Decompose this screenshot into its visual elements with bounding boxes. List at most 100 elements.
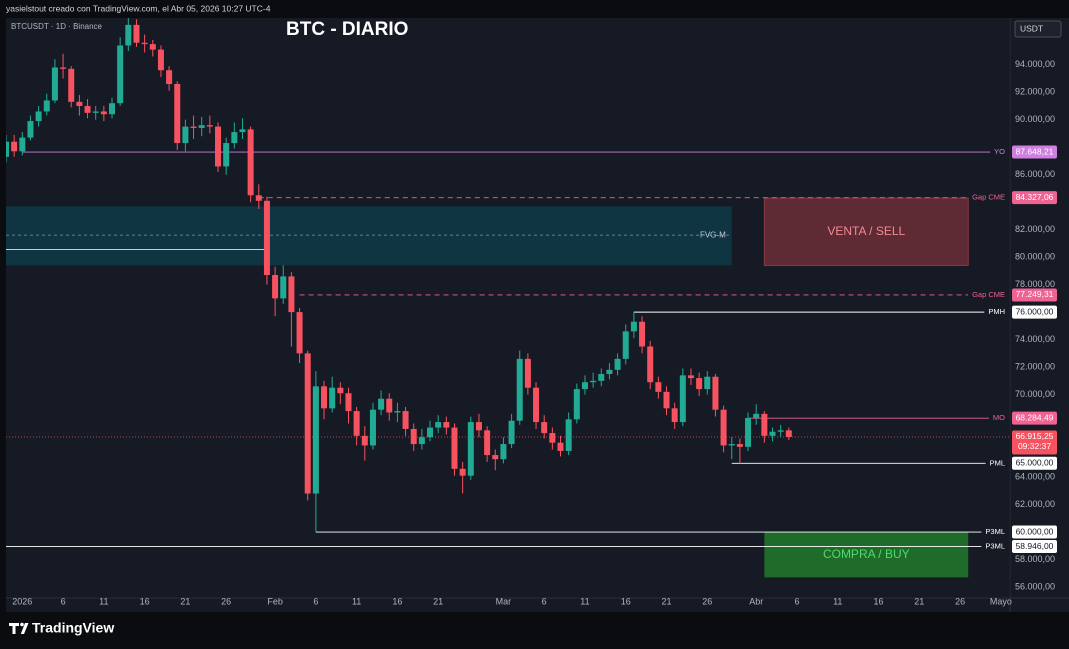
x-tick-label: Abr	[749, 596, 763, 606]
level-badge	[1012, 456, 1057, 470]
candle-body	[369, 409, 376, 446]
level-value-label: 68.284,49	[1016, 412, 1054, 422]
zone-label: COMPRA / BUY	[823, 547, 910, 561]
candle-body	[223, 143, 230, 167]
candle-body	[27, 121, 34, 138]
candle-body	[761, 413, 768, 436]
candle-body	[712, 376, 719, 410]
candle-body	[777, 430, 784, 432]
y-tick-label: 58.000,00	[1015, 554, 1055, 564]
candle-body	[410, 428, 417, 445]
candle-body	[655, 382, 662, 392]
candle-body	[728, 444, 735, 446]
x-tick-label: 6	[313, 596, 318, 606]
plot-area	[6, 18, 1009, 598]
candle-body	[51, 67, 58, 101]
candle-body	[174, 83, 181, 144]
y-tick-label: 80.000,00	[1015, 252, 1055, 262]
candle-body	[247, 129, 254, 196]
level-badge	[1012, 411, 1057, 425]
candle-body	[206, 125, 213, 127]
level-label: MO	[993, 413, 1005, 422]
candle-body	[581, 382, 588, 390]
symbol-label: BTCUSDT · 1D · Binance	[11, 22, 103, 31]
candle-body	[166, 70, 173, 84]
level-label: Gap CME	[972, 193, 1005, 202]
candle-body	[182, 126, 189, 144]
y-tick-label: 90.000,00	[1015, 114, 1055, 124]
level-label: PML	[990, 458, 1005, 467]
candle-body	[679, 375, 686, 423]
candle-body	[353, 411, 360, 436]
candle-body	[133, 24, 140, 43]
countdown-label: 09:32:37	[1018, 441, 1051, 451]
level-label: PMH	[988, 307, 1005, 316]
x-tick-label: 26	[221, 596, 231, 606]
x-tick-label: 11	[99, 596, 108, 606]
zone-box	[6, 206, 732, 266]
candle-body	[492, 455, 499, 460]
x-tick-label: 16	[392, 596, 402, 606]
logo-text: TradingView	[32, 620, 114, 636]
candle-body	[386, 398, 393, 413]
currency-box[interactable]	[1014, 20, 1062, 38]
x-tick-label: 11	[580, 596, 589, 606]
candle-body	[671, 408, 678, 423]
candle-body	[745, 417, 752, 447]
header-text: yasielstout creado con TradingView.com, …	[6, 3, 271, 13]
candle-body	[573, 389, 580, 420]
candle-body	[402, 411, 409, 429]
levels: YO Gap CME Gap CME PMH MO PML P3ML P3ML	[6, 147, 1009, 550]
level-label: P3ML	[985, 527, 1005, 536]
level-value-label: 58.946,00	[1016, 541, 1054, 551]
candle-body	[443, 422, 450, 428]
x-tick-label: 6	[794, 596, 799, 606]
candle-body	[263, 200, 270, 276]
level-label: Gap CME	[972, 290, 1005, 299]
zone-label: VENTA / SELL	[827, 224, 905, 238]
candle-body	[378, 398, 385, 410]
candle-body	[435, 422, 442, 428]
x-tick-label: 6	[61, 596, 66, 606]
y-tick-label: 82.000,00	[1015, 224, 1055, 234]
y-tick-label: 74.000,00	[1015, 334, 1055, 344]
x-tick-label: 21	[180, 596, 190, 606]
candle-body	[321, 386, 328, 409]
candle-body	[549, 433, 556, 443]
y-tick-label: 62.000,00	[1015, 499, 1055, 509]
candle-body	[100, 111, 107, 115]
y-tick-label: 78.000,00	[1015, 279, 1055, 289]
logo-icon	[9, 622, 29, 634]
candle-body	[19, 137, 26, 152]
y-tick-label: 72.000,00	[1015, 361, 1055, 371]
zone-box	[763, 197, 969, 266]
candle-body	[84, 105, 91, 113]
chart-title: BTC - DIARIO	[286, 19, 408, 40]
axes: 94.000,00 92.000,00 90.000,00 86.000,00 82.0…	[12, 59, 1057, 606]
candle-body	[427, 427, 434, 438]
candle-body	[280, 276, 287, 299]
candle-body	[68, 68, 75, 102]
x-tick-label: 26	[702, 596, 712, 606]
candle-body	[345, 393, 352, 412]
level-label: P3ML	[985, 541, 1005, 550]
candle-body	[35, 111, 42, 122]
x-tick-label: 21	[662, 596, 672, 606]
y-tick-label: 64.000,00	[1015, 471, 1055, 481]
x-tick-label: 16	[140, 596, 150, 606]
candle-body	[60, 67, 67, 69]
level-value-label: 76.000,00	[1016, 306, 1054, 316]
candle-body	[516, 358, 523, 421]
candle-body	[43, 100, 50, 112]
level-badge	[1012, 191, 1057, 205]
candle-body	[76, 101, 83, 106]
y-tick-label: 56.000,00	[1015, 581, 1055, 591]
candle-body	[272, 275, 279, 299]
x-tick-label: 26	[955, 596, 965, 606]
candle-body	[639, 321, 646, 347]
zone-box	[764, 532, 969, 578]
candle-body	[337, 387, 344, 394]
candle-body	[125, 24, 132, 46]
currency-label: USDT	[1020, 23, 1043, 33]
